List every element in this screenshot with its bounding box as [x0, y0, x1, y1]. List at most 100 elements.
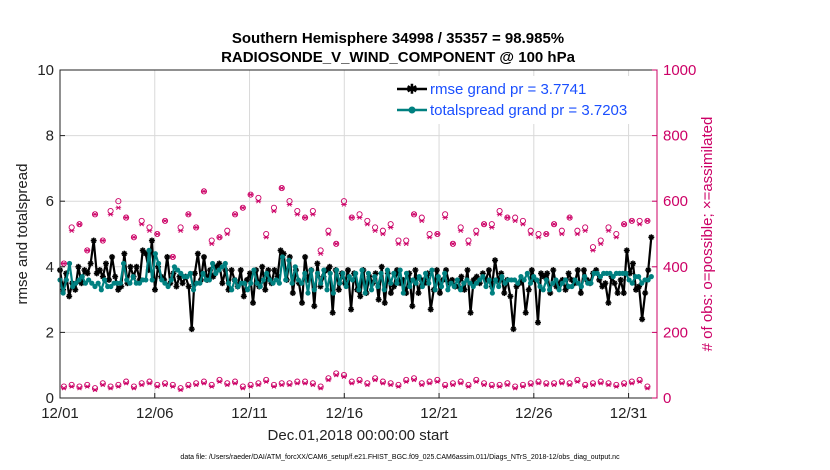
obs-possible-point [372, 375, 379, 382]
obs-assimilated-point [76, 385, 83, 391]
obs-possible-point [364, 217, 371, 224]
obs-assimilated-stroke [435, 379, 440, 384]
rmse-marker-stroke [66, 293, 72, 299]
totalspread-point [483, 283, 489, 290]
totalspread-point [143, 277, 149, 283]
rmse-point [522, 309, 529, 316]
obs-assimilated-point [115, 205, 122, 211]
rmse-marker-stroke [164, 254, 170, 260]
totalspread-point [130, 274, 136, 280]
rmse-point [133, 263, 140, 270]
totalspread-point [378, 270, 384, 276]
obs-possible-point [76, 383, 83, 390]
obs-assimilated-point [154, 384, 161, 389]
totalspread-point [95, 280, 101, 286]
obs-assimilated-stroke [279, 185, 285, 191]
obs-possible-point [270, 381, 278, 388]
totalspread-point [610, 274, 616, 280]
obs-assimilated-point [208, 384, 215, 389]
rmse-point [329, 309, 336, 316]
rmse-point [565, 270, 572, 277]
rmse-point [528, 267, 535, 274]
totalspread-point [569, 283, 575, 290]
obs-assimilated-stroke [372, 377, 378, 383]
rmse-marker-stroke [492, 257, 498, 263]
obs-possible-point [185, 381, 192, 388]
rmse-point [75, 263, 82, 270]
obs-assimilated-stroke [178, 228, 183, 233]
obs-assimilated-point [68, 384, 75, 389]
rmse-point [164, 253, 171, 260]
x-tick-label: 12/01 [41, 405, 79, 422]
obs-assimilated-stroke [131, 235, 137, 240]
obs-possible-point [597, 378, 604, 385]
totalspread-point [165, 283, 171, 290]
obs-possible-point [597, 237, 604, 244]
rmse-point [289, 290, 296, 297]
rmse-point [623, 247, 630, 254]
obs-possible-point [177, 224, 184, 231]
totalspread-point [60, 290, 66, 296]
obs-assimilated-point [185, 384, 192, 389]
totalspread-point [391, 270, 397, 276]
totalspread-point [337, 280, 343, 286]
totalspread-point [438, 283, 445, 290]
obs-assimilated-point [496, 212, 503, 217]
rmse-point [240, 293, 247, 300]
obs-assimilated-stroke [84, 248, 90, 253]
obs-assimilated-stroke [380, 380, 386, 386]
obs-assimilated-point [216, 379, 223, 384]
obs-assimilated-point [551, 382, 557, 388]
rmse-marker-stroke [437, 290, 443, 296]
obs-assimilated-point [84, 384, 91, 389]
obs-possible-point [309, 207, 316, 215]
obs-assimilated-stroke [497, 384, 502, 389]
rmse-point [228, 267, 235, 274]
rmse-point [188, 326, 195, 333]
obs-assimilated-point [481, 221, 487, 227]
obs-assimilated-point [621, 221, 627, 227]
obs-possible-point [200, 378, 207, 385]
totalspread-point [375, 283, 381, 290]
rmse-marker-stroke [97, 267, 103, 273]
obs-assimilated-point [341, 202, 347, 207]
totalspread-point [639, 280, 645, 286]
obs-assimilated-stroke [442, 384, 448, 389]
totalspread-point [400, 290, 406, 296]
obs-assimilated-point [146, 380, 153, 386]
obs-possible-point [340, 198, 348, 205]
rmse-point [617, 276, 624, 283]
obs-assimilated-stroke [614, 384, 619, 389]
obs-assimilated-stroke [178, 387, 183, 393]
rmse-point [599, 283, 606, 290]
obs-assimilated-point [605, 382, 612, 388]
totalspread-point [521, 277, 527, 283]
obs-assimilated-point [559, 231, 565, 237]
rmse-point [485, 267, 492, 274]
obs-assimilated-point [92, 212, 98, 217]
obs-assimilated-stroke [575, 231, 580, 237]
obs-possible-point [395, 381, 402, 388]
obs-assimilated-point [170, 384, 176, 389]
rmse-marker-stroke [461, 287, 468, 293]
obs-possible-point [91, 385, 99, 392]
obs-possible-point [325, 227, 332, 234]
totalspread-point [546, 287, 553, 293]
obs-assimilated-stroke [349, 215, 355, 220]
obs-assimilated-stroke [512, 385, 518, 391]
totalspread-point [559, 280, 565, 286]
totalspread-point [159, 277, 165, 283]
obs-assimilated-point [341, 374, 347, 379]
rmse-marker-stroke [507, 293, 514, 299]
obs-assimilated-point [644, 385, 651, 391]
rmse-marker-stroke [195, 251, 201, 257]
rmse-marker-stroke [434, 267, 440, 273]
obs-possible-point [442, 211, 449, 218]
totalspread-point [594, 270, 600, 276]
obs-assimilated-stroke [450, 382, 456, 388]
obs-assimilated-point [629, 218, 635, 224]
obs-assimilated-stroke [629, 380, 635, 386]
obs-assimilated-point [364, 382, 371, 388]
obs-assimilated-point [559, 380, 565, 386]
x-tick-label: 12/16 [326, 405, 364, 422]
